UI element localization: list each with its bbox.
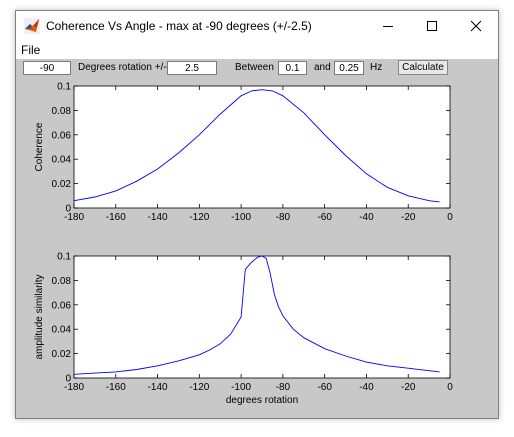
plot2-xtick-label: 0	[447, 382, 453, 393]
menu-file[interactable]: File	[21, 43, 41, 57]
figure-area: Degrees rotation +/- Between and Hz Calc…	[16, 59, 498, 418]
plot1-xtick-label: -100	[231, 212, 251, 223]
app-window: Coherence Vs Angle - max at -90 degrees …	[15, 10, 499, 419]
minimize-button[interactable]	[366, 11, 410, 41]
plot1-xtick-label: -140	[148, 212, 168, 223]
plot2-ytick-label: 0.06	[52, 300, 72, 311]
plot2-xtick-label: -40	[359, 382, 374, 393]
plot2-xtick-label: -100	[231, 382, 251, 393]
plot1-xtick-label: -80	[276, 212, 291, 223]
degrees-rotation-label: Degrees rotation +/-	[78, 62, 167, 73]
close-icon	[470, 20, 482, 32]
minimize-icon	[383, 26, 393, 27]
hz-label: Hz	[370, 62, 383, 73]
calculate-button[interactable]: Calculate	[398, 60, 448, 75]
freq-high-input[interactable]	[334, 61, 364, 75]
plot2-ylabel: amplitude similarity	[34, 274, 45, 359]
plot2-xtick-label: -80	[276, 382, 291, 393]
plot1-ytick-label: 0.02	[52, 179, 72, 190]
plot1-xtick-label: -60	[317, 212, 332, 223]
plot1-ytick-label: 0	[65, 204, 71, 215]
plot2-xtick-label: -120	[189, 382, 209, 393]
plot2-ytick-label: 0.08	[52, 276, 72, 287]
matlab-icon	[24, 18, 40, 34]
plot2-xtick-label: -140	[148, 382, 168, 393]
plot1-xtick-label: -160	[106, 212, 126, 223]
freq-low-input[interactable]	[278, 61, 307, 75]
plot2-ytick-label: 0.02	[52, 349, 72, 360]
plot1-xtick-label: 0	[447, 212, 453, 223]
plot1-ytick-label: 0.08	[52, 106, 72, 117]
plot1-ylabel: Coherence	[34, 122, 45, 171]
plot1-ytick-label: 0.1	[57, 82, 71, 93]
plot2-axes	[73, 255, 451, 379]
maximize-button[interactable]	[410, 11, 454, 41]
plot1-xtick-label: -180	[64, 212, 84, 223]
plot1-xtick-label: -40	[359, 212, 374, 223]
plot2-xtick-label: -180	[64, 382, 84, 393]
plot1-ytick-label: 0.04	[52, 155, 72, 166]
between-label: Between	[235, 62, 274, 73]
plot2-series-line	[73, 255, 440, 375]
angle-input[interactable]	[23, 61, 71, 75]
plot2-xtick-label: -20	[401, 382, 416, 393]
tolerance-input[interactable]	[167, 61, 217, 75]
plot2-xtick-label: -60	[317, 382, 332, 393]
plot2-xtick-label: -160	[106, 382, 126, 393]
plot1-series-line	[73, 89, 440, 203]
plot1-ytick-label: 0.06	[52, 130, 72, 141]
plot1-xtick-label: -20	[401, 212, 416, 223]
plot2-ytick-label: 0	[65, 374, 71, 385]
plot2-xlabel: degrees rotation	[226, 395, 298, 406]
close-button[interactable]	[454, 11, 498, 41]
menu-bar: File	[16, 41, 498, 59]
window-title: Coherence Vs Angle - max at -90 degrees …	[46, 19, 312, 33]
maximize-icon	[427, 21, 437, 31]
plots-canvas: -180 -160 -140 -120 -100 -80 -60 -40 -20 0 0 0.02 0.…	[34, 82, 453, 407]
plot2-ytick-label: 0.04	[52, 325, 72, 336]
title-bar[interactable]: Coherence Vs Angle - max at -90 degrees …	[16, 11, 498, 41]
plot2-ytick-label: 0.1	[57, 252, 71, 263]
plot1-xtick-label: -120	[189, 212, 209, 223]
and-label: and	[314, 62, 331, 73]
